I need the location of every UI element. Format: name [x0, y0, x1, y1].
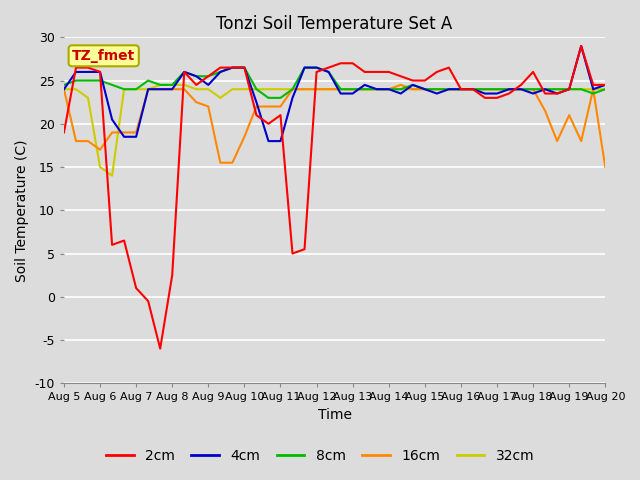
- Legend: 2cm, 4cm, 8cm, 16cm, 32cm: 2cm, 4cm, 8cm, 16cm, 32cm: [100, 443, 540, 468]
- X-axis label: Time: Time: [317, 408, 351, 422]
- Y-axis label: Soil Temperature (C): Soil Temperature (C): [15, 139, 29, 282]
- Text: TZ_fmet: TZ_fmet: [72, 49, 135, 63]
- Title: Tonzi Soil Temperature Set A: Tonzi Soil Temperature Set A: [216, 15, 452, 33]
